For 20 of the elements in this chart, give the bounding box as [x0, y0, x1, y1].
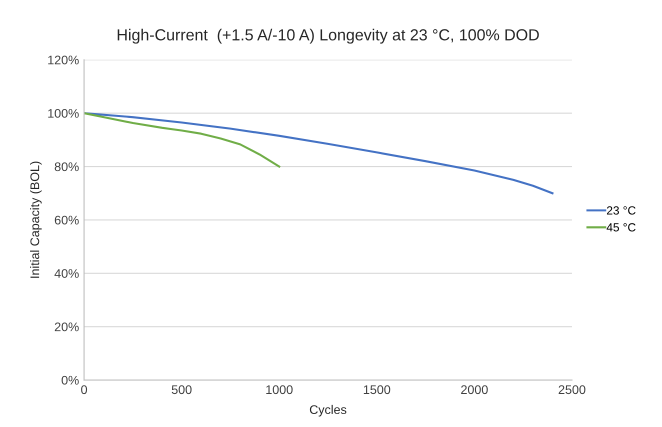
x-axis-title: Cycles [310, 404, 346, 417]
legend-label: 23 °C [606, 206, 636, 215]
y-tick-label: 40% [54, 269, 79, 278]
y-tick-label: 20% [54, 322, 79, 332]
line-series [84, 112, 554, 194]
x-tick-label: 2000 [461, 385, 488, 394]
y-tick-label: 80% [54, 162, 79, 172]
y-tick-label: 0% [62, 376, 79, 385]
chart-title: High-Current (+1.5 A/-10 A) Longevity at 23 °C, 100% DOD [118, 28, 539, 44]
y-axis-title: Initial Capacity (BOL) [30, 162, 42, 278]
x-tick-label: 1500 [364, 385, 390, 394]
y-tick-label: 100% [48, 108, 79, 118]
x-tick-label: 500 [172, 385, 192, 394]
y-tick-label: 120% [48, 56, 79, 64]
legend-label: 45 °C [606, 223, 636, 232]
x-tick-label: 1000 [266, 385, 293, 394]
x-tick-label: 2500 [558, 385, 586, 394]
x-tick-label: 0 [81, 385, 88, 394]
y-tick-label: 60% [54, 216, 79, 225]
line-series [84, 112, 280, 168]
